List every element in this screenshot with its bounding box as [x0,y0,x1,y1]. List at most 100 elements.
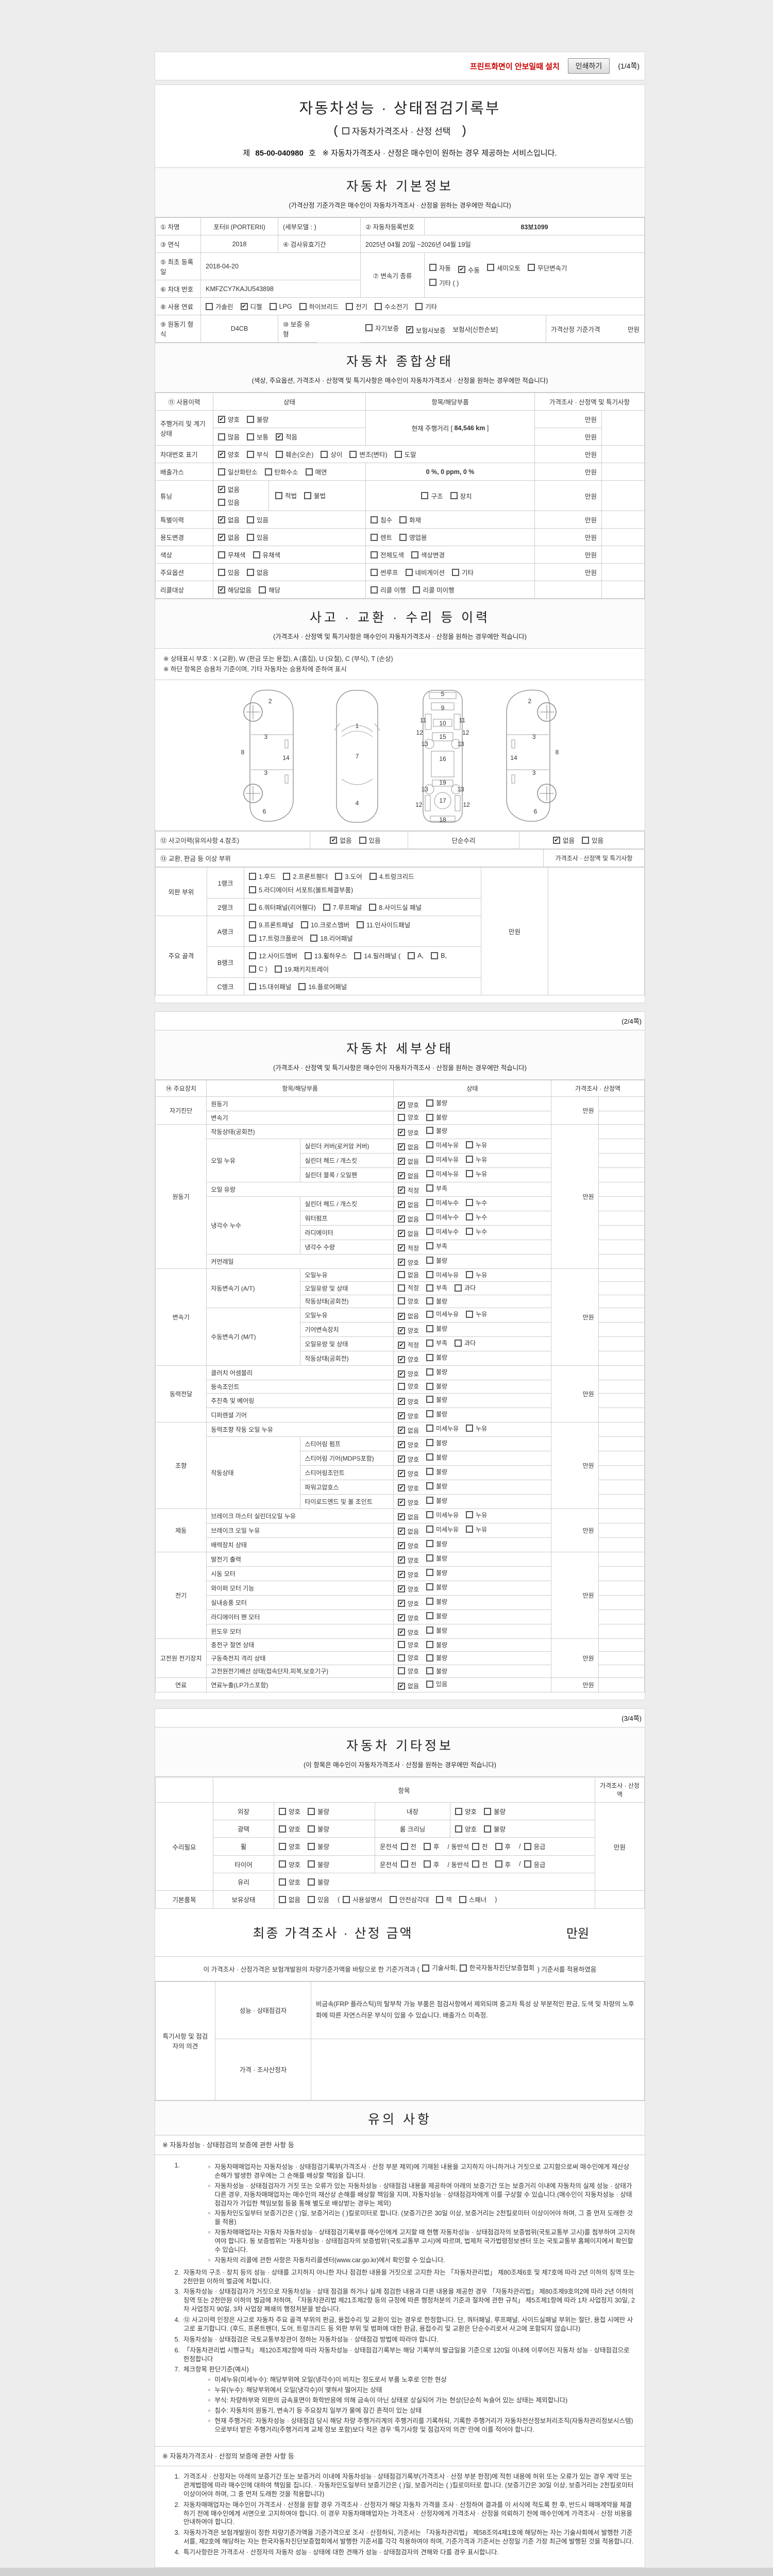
checkbox[interactable] [253,551,260,558]
checkbox-option[interactable]: ✔ 양호 [397,1570,419,1579]
checkbox-option[interactable]: 3.도어 [335,871,362,881]
checkbox[interactable] [459,1895,466,1903]
checkbox[interactable] [308,1878,315,1886]
checkbox[interactable] [426,1410,433,1417]
checkbox[interactable] [426,1511,433,1518]
checkbox-option[interactable]: 불량 [426,1297,447,1306]
checkbox[interactable] [426,1170,433,1177]
checkbox[interactable]: ✔ [397,1370,405,1378]
checkbox[interactable] [269,302,277,310]
checkbox[interactable] [466,1170,474,1177]
checkbox[interactable] [249,886,256,893]
checkbox[interactable] [426,1271,433,1278]
checkbox[interactable] [455,1825,462,1833]
checkbox[interactable] [426,1141,433,1148]
checkbox[interactable] [399,516,407,523]
checkbox[interactable] [455,1284,462,1292]
checkbox[interactable] [426,1310,433,1318]
checkbox[interactable] [429,279,436,286]
checkbox[interactable] [389,1895,397,1903]
checkbox[interactable] [426,1497,433,1504]
checkbox[interactable] [397,1297,405,1304]
checkbox-option[interactable]: 누유 [466,1511,487,1519]
checkbox[interactable]: ✔ [397,1187,405,1194]
checkbox-option[interactable]: ✔ 디젤 [240,301,262,311]
checkbox-option[interactable]: 전 [472,1859,488,1869]
checkbox[interactable]: ✔ [397,1398,405,1405]
checkbox[interactable] [426,1156,433,1163]
checkbox[interactable] [472,1860,479,1868]
checkbox[interactable] [484,1807,492,1815]
checkbox-option[interactable]: 미세누유 [426,1270,459,1279]
checkbox[interactable] [472,1842,479,1850]
checkbox[interactable] [528,264,535,272]
checkbox-option[interactable]: 자동 [429,263,451,273]
checkbox[interactable] [426,1339,433,1347]
checkbox-option[interactable]: 구조 [421,491,443,501]
checkbox[interactable] [426,1113,433,1121]
checkbox-option[interactable]: 리콜 미이행 [413,585,454,595]
checkbox-option[interactable]: ✔ 적정 [397,1244,419,1252]
checkbox-option[interactable]: 1.후드 [249,871,276,881]
checkbox[interactable] [426,1569,433,1576]
checkbox[interactable] [218,568,225,576]
checkbox-option[interactable]: 스패너 [459,1894,486,1904]
checkbox-option[interactable]: 불량 [426,1667,447,1675]
checkbox-option[interactable]: 없음 [279,1894,300,1904]
checkbox-option[interactable]: ✔ 적정 [397,1186,419,1195]
checkbox[interactable] [466,1228,474,1235]
checkbox-option[interactable]: 불량 [308,1824,329,1834]
checkbox[interactable] [426,1626,433,1634]
checkbox[interactable] [218,498,225,506]
checkbox[interactable] [279,1860,286,1868]
checkbox[interactable] [356,921,364,928]
checkbox[interactable] [426,1468,433,1475]
checkbox[interactable] [426,1325,433,1332]
checkbox-option[interactable]: ✔ 양호 [397,1326,419,1335]
checkbox-option[interactable]: 누유 [466,1170,487,1178]
checkbox-option[interactable]: 불량 [426,1113,447,1122]
checkbox-option[interactable]: 일산화탄소 [218,467,258,477]
checkbox-option[interactable]: 무단변속기 [528,263,567,273]
checkbox-option[interactable]: 있음 [426,1680,447,1688]
checkbox-option[interactable]: 양호 [397,1640,419,1649]
checkbox[interactable] [359,836,366,844]
checkbox[interactable]: ✔ [397,1513,405,1520]
checkbox[interactable] [424,1842,431,1850]
checkbox-option[interactable]: 전 [400,1859,416,1869]
checkbox[interactable] [247,516,255,523]
checkbox[interactable] [371,551,378,558]
checkbox-option[interactable]: 누수 [466,1227,487,1236]
checkbox[interactable]: ✔ [397,1614,405,1621]
checkbox[interactable] [426,1184,433,1192]
checkbox-option[interactable]: 있음 [247,532,268,542]
checkbox[interactable] [369,903,377,911]
checkbox-option[interactable]: ✔ 적정 [397,1341,419,1349]
checkbox[interactable] [369,872,377,880]
checkbox-option[interactable]: 네비게이션 [405,567,445,577]
checkbox-option[interactable]: ✔ 양호 [397,1397,419,1406]
checkbox[interactable] [408,952,415,959]
checkbox[interactable] [426,1396,433,1403]
checkbox-option[interactable]: 5.라디에이터 서포트(볼트체결부품) [249,885,353,894]
checkbox[interactable] [450,492,458,499]
checkbox[interactable]: ✔ [397,1470,405,1477]
checkbox[interactable]: ✔ [240,302,248,310]
checkbox-option[interactable]: ✔ 양호 [397,1440,419,1449]
checkbox[interactable] [305,468,313,476]
checkbox-option[interactable]: 양호 [279,1859,300,1869]
checkbox[interactable] [247,433,255,440]
checkbox-option[interactable]: ✔ 없음 [218,532,240,542]
checkbox-option[interactable]: 화재 [399,515,421,524]
checkbox[interactable] [397,1654,405,1662]
checkbox-option[interactable]: ✔ 양호 [218,414,240,424]
checkbox-option[interactable]: 후 [424,1841,440,1851]
checkbox[interactable] [247,450,255,458]
checkbox-option[interactable]: 불량 [426,1410,447,1418]
checkbox-option[interactable]: 15.대쉬패널 [249,981,291,991]
checkbox-option[interactable]: ✔ 수동 [458,265,480,275]
checkbox[interactable] [371,568,378,576]
checkbox[interactable]: ✔ [406,326,414,333]
checkbox[interactable] [343,1895,350,1903]
checkbox[interactable] [426,1680,433,1688]
